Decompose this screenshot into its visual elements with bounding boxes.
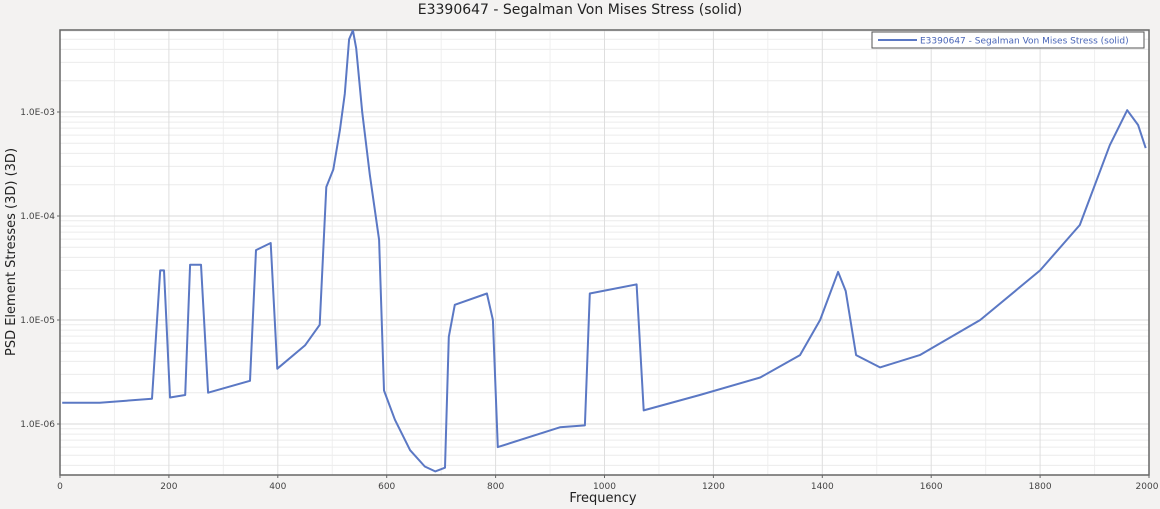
major-gridlines — [60, 30, 1149, 475]
x-axis-title: Frequency — [569, 491, 636, 506]
x-tick-label: 800 — [487, 482, 504, 492]
y-axis-title: PSD Element Stresses (3D) (3D) — [4, 148, 19, 356]
y-tick-label: 1.0E-05 — [20, 316, 55, 326]
x-tick-label: 400 — [269, 482, 286, 492]
x-tick-label: 600 — [378, 482, 395, 492]
x-axis-ticks: 0 200 400 600 800 1000 1200 1400 1600 1800 2000 — [57, 475, 1159, 492]
x-tick-label: 1600 — [920, 482, 943, 492]
legend-entry-label: E3390647 - Segalman Von Mises Stress (so… — [920, 37, 1129, 47]
legend-box — [871, 31, 1145, 49]
x-tick-label: 1200 — [702, 482, 725, 492]
chart-title: E3390647 - Segalman Von Mises Stress (so… — [417, 2, 743, 18]
x-tick-label: 1400 — [811, 482, 834, 492]
x-tick-label: 2000 — [1136, 482, 1159, 492]
x-tick-label: 1000 — [593, 482, 616, 492]
x-tick-label: 0 — [57, 482, 63, 492]
y-tick-label: 1.0E-04 — [20, 212, 55, 222]
y-axis-ticks: 1.0E-03 1.0E-04 1.0E-05 1.0E-06 — [20, 108, 60, 430]
series-line[interactable] — [62, 30, 1147, 473]
legend[interactable]: E3390647 - Segalman Von Mises Stress (so… — [871, 31, 1145, 49]
minor-gridlines — [60, 30, 1149, 475]
x-tick-label: 1800 — [1029, 482, 1052, 492]
y-tick-label: 1.0E-03 — [20, 108, 55, 118]
y-tick-label: 1.0E-06 — [20, 420, 55, 430]
x-tick-label: 200 — [160, 482, 177, 492]
